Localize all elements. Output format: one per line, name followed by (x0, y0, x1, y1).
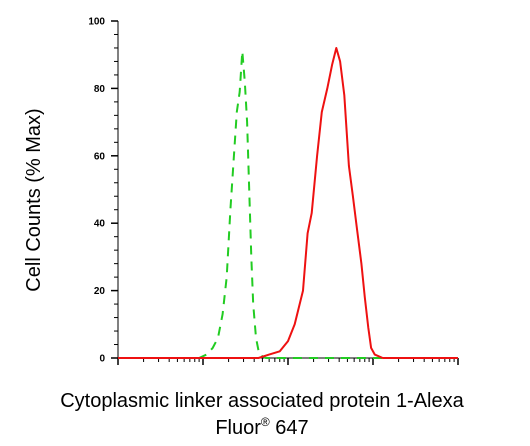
control-series-line (118, 50, 458, 359)
x-axis-label-line-2: Fluor® 647 (215, 415, 308, 439)
x-axis-label-fluor: Fluor (215, 417, 261, 439)
x-axis-ticks (117, 358, 459, 365)
y-tick-label: 40 (94, 219, 106, 230)
y-axis-ticks: 0 20 40 60 80 100 (88, 17, 118, 365)
x-axis-label-647: 647 (270, 417, 309, 439)
x-axis-label-line-1: Cytoplasmic linker associated protein 1-… (60, 390, 464, 412)
series-lines (118, 47, 458, 359)
y-axis-label: Cell Counts (% Max) (23, 108, 45, 291)
axes (117, 21, 458, 359)
y-tick-label: 20 (94, 286, 106, 297)
y-tick-label: 80 (94, 84, 106, 95)
y-tick-label: 60 (94, 151, 106, 162)
registered-mark: ® (261, 415, 270, 429)
y-tick-label: 0 (99, 354, 105, 365)
y-tick-label: 100 (88, 17, 105, 28)
sample-series-line (118, 47, 458, 359)
